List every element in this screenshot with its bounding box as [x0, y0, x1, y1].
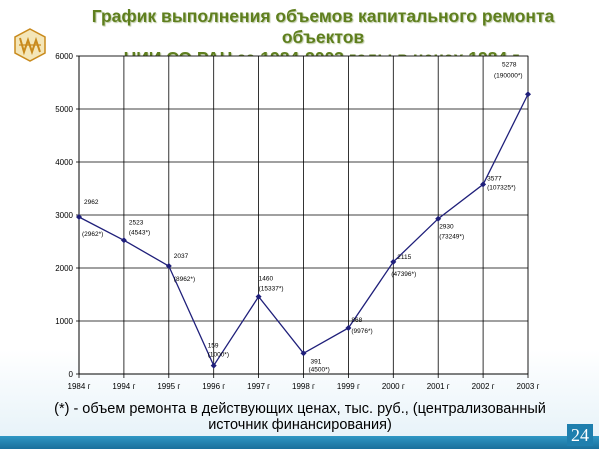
data-label-value: 159 — [208, 343, 219, 350]
data-point — [525, 91, 531, 98]
data-point — [480, 181, 487, 188]
data-label-value: 2115 — [397, 254, 411, 261]
y-tick-label: 4000 — [55, 158, 73, 167]
x-tick-label: 2001 г — [427, 382, 450, 391]
footnote: (*) - объем ремонта в действующих ценах,… — [30, 401, 570, 433]
x-tick-label: 2002 г — [472, 382, 495, 391]
x-tick-label: 2000 г — [382, 382, 405, 391]
data-label-current-price: (2962*) — [82, 231, 103, 238]
data-point — [390, 258, 397, 265]
data-label-current-price: (73249*) — [439, 234, 464, 241]
y-tick-label: 6000 — [55, 52, 73, 61]
data-label-current-price: (15337*) — [259, 286, 284, 293]
x-tick-label: 1994 г — [112, 382, 135, 391]
data-label-value: 1460 — [259, 276, 274, 283]
x-tick-label: 1999 г — [337, 382, 360, 391]
line-chart: 0 1000 2000 3000 4000 5000 6000 1984 г 1994 г 199… — [55, 52, 540, 391]
data-label-value: 868 — [351, 317, 362, 324]
data-point — [76, 214, 82, 221]
footnote-line-1: (*) - объем ремонта в действующих ценах,… — [54, 401, 546, 417]
x-tick-label: 1998 г — [292, 382, 315, 391]
data-point — [435, 215, 442, 222]
data-label-value: 2037 — [174, 253, 189, 260]
data-point — [255, 293, 262, 300]
data-label-current-price: (47396*) — [391, 271, 416, 278]
data-point — [210, 362, 217, 369]
y-tick-label: 5000 — [55, 105, 73, 114]
data-label-current-price: (4543*) — [129, 229, 150, 236]
x-tick-label: 1996 г — [202, 382, 225, 391]
data-label-current-price: (9976*) — [351, 328, 372, 335]
data-label-current-price: (190000*) — [494, 72, 523, 79]
institute-logo — [14, 28, 46, 62]
x-tick-label: 1997 г — [247, 382, 270, 391]
x-tick-label: 1984 г — [68, 382, 91, 391]
data-point — [165, 263, 172, 270]
title-line-1: График выполнения объемов капитального р… — [91, 6, 555, 47]
y-tick-label: 1000 — [55, 317, 73, 326]
data-label-current-price: (4500*) — [309, 366, 330, 373]
page-number: 24 — [567, 424, 593, 446]
y-tick-label: 0 — [69, 370, 74, 379]
data-label-value: 2962 — [84, 199, 99, 206]
data-label-value: 2930 — [439, 224, 454, 231]
data-label-current-price: (107325*) — [487, 184, 516, 191]
y-tick-label: 2000 — [55, 264, 73, 273]
x-tick-label: 1995 г — [157, 382, 180, 391]
data-label-value: 391 — [311, 358, 322, 365]
bottom-bar — [0, 436, 599, 449]
x-tick-label: 2003 г — [517, 382, 540, 391]
data-point — [345, 324, 352, 331]
data-label-value: 2523 — [129, 219, 144, 226]
data-point — [300, 350, 307, 357]
data-label-value: 5278 — [502, 61, 517, 68]
data-label-value: 3577 — [487, 175, 502, 182]
data-label-current-price: (1000*) — [208, 352, 229, 359]
footnote-line-2: источник финансирования) — [208, 417, 392, 433]
data-label-current-price: (8962*) — [174, 276, 195, 283]
data-point — [120, 237, 127, 244]
y-tick-label: 3000 — [55, 211, 73, 220]
